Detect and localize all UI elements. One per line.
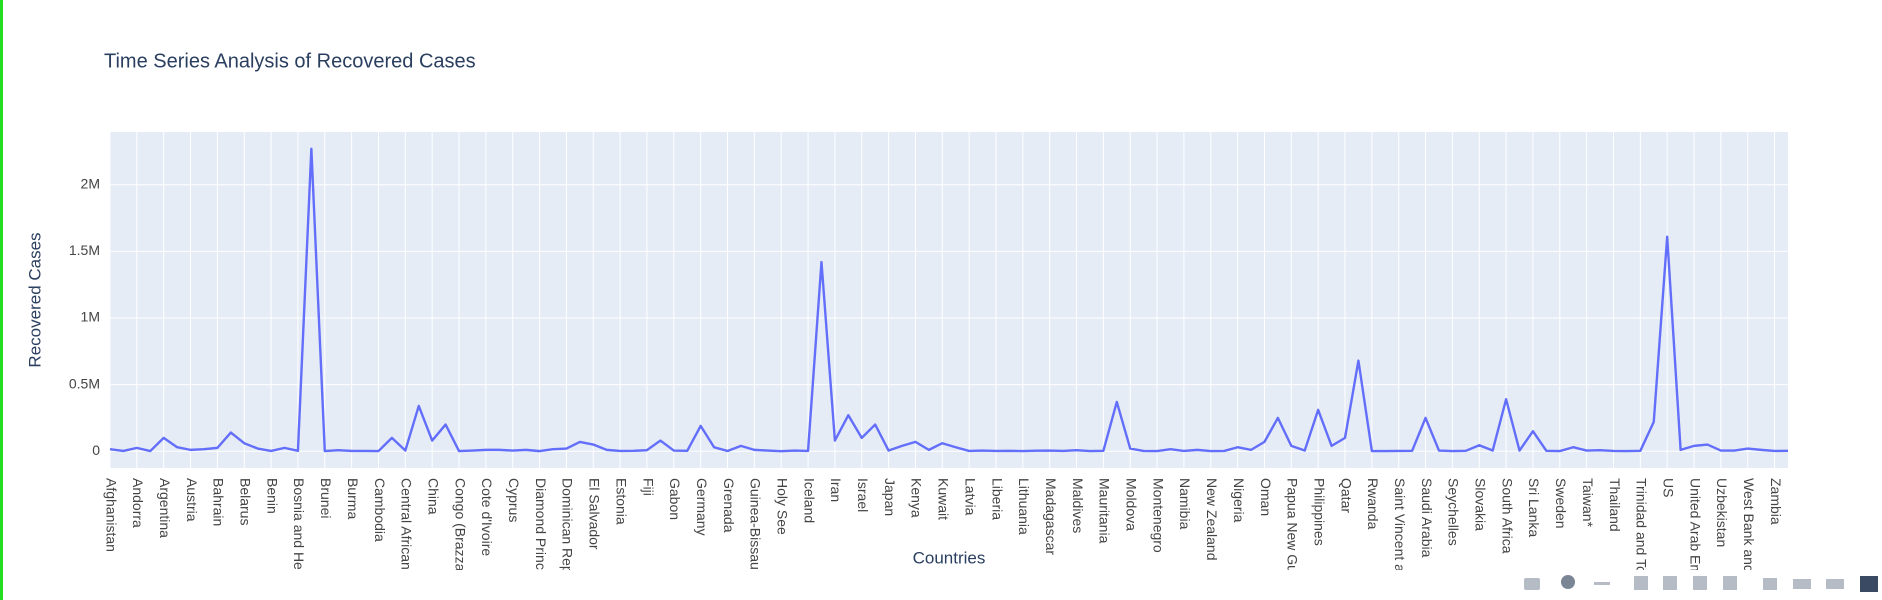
x-tick-label: Saudi Arabia (1419, 478, 1435, 558)
y-tick-label: 2M (81, 175, 100, 191)
x-tick-label: Argentina (157, 478, 173, 538)
zoom-out-icon[interactable] (1663, 576, 1677, 590)
spike-icon[interactable] (1763, 578, 1777, 590)
x-tick-label: West Bank and Gaza (1741, 478, 1757, 600)
x-tick-label: Trinidad and Tobago (1634, 478, 1650, 600)
x-tick-label: Seychelles (1446, 478, 1462, 546)
x-tick-label: Afghanistan (103, 478, 119, 552)
x-tick-label: Cote d'Ivoire (479, 478, 495, 556)
x-tick-labels: Afghanistan Andorra Argentina Austria Bahrai… (103, 478, 1784, 600)
x-tick-label: Kenya (909, 478, 925, 518)
x-tick-label: Montenegro (1150, 478, 1166, 553)
x-tick-label: Belarus (238, 478, 254, 525)
pan-icon[interactable] (1594, 582, 1610, 585)
x-tick-label: Diamond Princess (533, 478, 549, 592)
x-tick-label: Austria (184, 478, 200, 522)
x-tick-label: Iceland (801, 478, 817, 523)
x-tick-label: Sweden (1553, 478, 1569, 529)
chart-title: Time Series Analysis of Recovered Cases (104, 50, 476, 72)
hover-closest-icon[interactable] (1793, 579, 1811, 589)
x-tick-label: New Zealand (1204, 478, 1220, 561)
x-tick-label: Liberia (989, 478, 1005, 520)
x-tick-label: Israel (855, 478, 871, 512)
y-axis-title: Recovered Cases (25, 232, 44, 367)
x-tick-label: US (1660, 478, 1676, 497)
x-tick-label: Germany (694, 478, 710, 536)
x-tick-label: Gabon (667, 478, 683, 520)
x-tick-label: Grenada (721, 478, 737, 533)
x-tick-label: Philippines (1311, 478, 1327, 546)
modebar (1524, 575, 1878, 592)
x-tick-label: Holy See (774, 478, 790, 535)
autoscale-icon[interactable] (1693, 576, 1707, 590)
x-tick-label: Moldova (1124, 478, 1140, 531)
x-tick-label: Kuwait (936, 478, 952, 520)
x-tick-label: Papua New Guinea (1285, 478, 1301, 600)
x-tick-label: Taiwan* (1580, 478, 1596, 528)
x-tick-label: Uzbekistan (1714, 478, 1730, 547)
x-tick-label: Andorra (130, 478, 146, 528)
x-tick-label: Saint Vincent and the Grenadines (1392, 478, 1408, 600)
x-tick-label: Cambodia (372, 478, 388, 542)
x-tick-label: Thailand (1607, 478, 1623, 532)
x-tick-label: Congo (Brazzaville) (452, 478, 468, 600)
x-tick-label: Bosnia and Herzegovina (291, 478, 307, 600)
x-tick-label: El Salvador (587, 478, 603, 550)
x-tick-label: Estonia (613, 478, 629, 525)
window-edge (0, 0, 3, 600)
y-tick-label: 1M (81, 309, 100, 325)
x-tick-label: Benin (264, 478, 280, 514)
x-tick-label: Japan (882, 478, 898, 516)
y-tick-label: 0.5M (69, 375, 100, 391)
x-tick-label: Burma (345, 478, 361, 519)
y-tick-label: 0 (92, 442, 100, 458)
x-tick-label: Iran (828, 478, 844, 502)
x-tick-label: Nigeria (1231, 478, 1247, 523)
x-tick-label: Mauritania (1097, 478, 1113, 544)
x-tick-label: Cyprus (506, 478, 522, 522)
x-tick-label: Fiji (640, 478, 656, 496)
plot-background (110, 132, 1788, 468)
x-tick-label: Lithuania (1016, 478, 1032, 535)
x-tick-label: Zambia (1768, 478, 1784, 525)
x-tick-label: Brunei (318, 478, 334, 518)
y-tick-label: 1.5M (69, 242, 100, 258)
x-tick-label: Rwanda (1365, 478, 1381, 530)
x-tick-label: Guinea-Bissau (748, 478, 764, 570)
x-tick-label: Central African Republic (399, 478, 415, 600)
zoom-in-icon[interactable] (1634, 576, 1648, 590)
x-tick-label: Maldives (1070, 478, 1086, 533)
x-tick-label: Namibia (1177, 478, 1193, 530)
x-tick-label: Slovakia (1473, 478, 1489, 531)
plotly-logo[interactable] (1860, 576, 1878, 592)
x-axis-title: Countries (913, 548, 986, 567)
x-tick-label: Qatar (1338, 478, 1354, 513)
x-tick-label: Sri Lanka (1526, 478, 1542, 537)
x-tick-label: Latvia (962, 478, 978, 516)
x-tick-label: China (425, 478, 441, 515)
x-tick-label: Dominican Republic (560, 478, 576, 600)
x-tick-label: United Arab Emirates (1687, 478, 1703, 600)
camera-icon[interactable] (1524, 578, 1540, 590)
data-line (109, 147, 1789, 453)
x-tick-label: Bahrain (211, 478, 227, 526)
hover-compare-icon[interactable] (1826, 579, 1844, 589)
reset-icon[interactable] (1723, 576, 1737, 590)
x-tick-label: South Africa (1499, 478, 1515, 554)
x-tick-label: Madagascar (1043, 478, 1059, 555)
zoom-icon[interactable] (1561, 575, 1575, 589)
x-tick-label: Oman (1258, 478, 1274, 516)
